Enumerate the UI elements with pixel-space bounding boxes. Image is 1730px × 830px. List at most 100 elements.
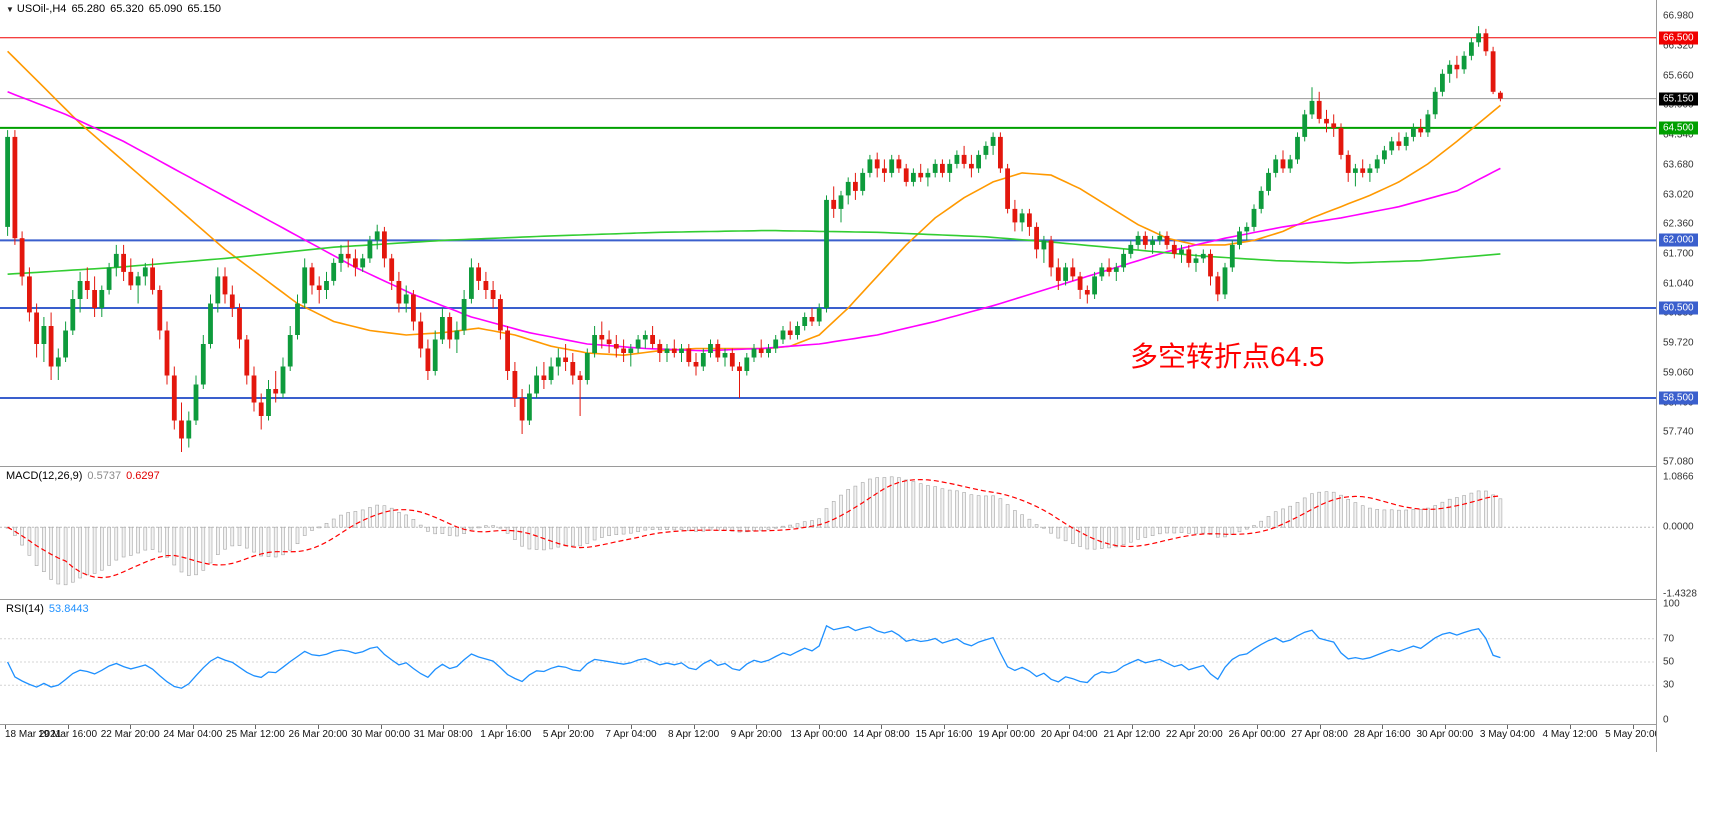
macd-name: MACD(12,26,9) — [6, 470, 83, 482]
ma-magenta — [7, 91, 1501, 352]
panel-separator[interactable] — [0, 599, 1656, 600]
date-label: 5 May 20:00 — [1605, 729, 1661, 740]
macd-tick-label: 0.0000 — [1663, 521, 1694, 533]
date-label: 7 Apr 04:00 — [605, 729, 657, 740]
annotation-text: 多空转折点64.5 — [1130, 341, 1325, 372]
date-tick — [443, 725, 445, 729]
macd-panel[interactable]: MACD(12,26,9) 0.5737 0.6297 — [0, 467, 1656, 599]
rsi-line — [7, 624, 1501, 689]
macd-signal-line — [7, 478, 1501, 579]
ma-green — [7, 229, 1501, 275]
date-tick — [1632, 725, 1634, 729]
date-tick — [192, 725, 194, 729]
price-tick-label: 66.980 — [1663, 10, 1694, 22]
date-tick — [756, 725, 758, 729]
price-tick-label: 57.080 — [1663, 456, 1694, 468]
price-tick-label: 64.340 — [1663, 129, 1694, 141]
date-tick — [318, 725, 319, 729]
price-tick-label: 61.700 — [1663, 248, 1694, 260]
price-panel[interactable]: ▼ USOil-,H4 65.280 65.320 65.090 65.150 多空转折点… — [0, 0, 1656, 466]
ohlc-open: 65.280 — [71, 3, 106, 15]
rsi-tick-label: 30 — [1663, 679, 1675, 691]
date-label: 5 Apr 20:00 — [542, 729, 594, 740]
macd-label: MACD(12,26,9) 0.5737 0.6297 — [6, 470, 165, 482]
price-tick-label: 61.040 — [1663, 278, 1694, 290]
current-price-badge: 65.150 — [1659, 92, 1698, 106]
rsi-chart-canvas — [0, 624, 1656, 689]
date-label: 8 Apr 12:00 — [668, 729, 720, 740]
panel-separator[interactable] — [0, 466, 1656, 467]
date-tick — [1444, 725, 1446, 729]
date-label: 15 Apr 16:00 — [915, 729, 973, 740]
price-tick-label: 57.740 — [1663, 426, 1694, 438]
macd-tick-label: -1.4328 — [1663, 588, 1697, 600]
rsi-tick-label: 0 — [1663, 714, 1669, 726]
date-label: 30 Apr 00:00 — [1416, 729, 1474, 740]
date-tick — [1382, 725, 1384, 729]
level-price-badge: 60.500 — [1659, 301, 1698, 315]
rsi-panel[interactable]: RSI(14) 53.8443 — [0, 600, 1656, 724]
ohlc-low: 65.090 — [148, 3, 183, 15]
price-tick-label: 59.060 — [1663, 367, 1694, 379]
level-price-badge: 62.000 — [1659, 233, 1698, 247]
macd-tick-label: 1.0866 — [1663, 471, 1694, 483]
date-label: 22 Mar 20:00 — [100, 729, 160, 740]
date-label: 14 Apr 08:00 — [853, 729, 910, 740]
price-tick-label: 66.320 — [1663, 40, 1694, 52]
date-label: 9 Apr 20:00 — [730, 729, 782, 740]
date-tick — [818, 725, 820, 729]
date-tick — [631, 725, 632, 729]
dropdown-arrow-icon[interactable]: ▼ — [6, 5, 14, 14]
rsi-label: RSI(14) 53.8443 — [6, 603, 94, 615]
date-tick — [380, 725, 382, 729]
date-label: 13 Apr 00:00 — [790, 729, 848, 740]
macd-histogram — [5, 476, 1503, 586]
date-tick — [1194, 725, 1196, 729]
date-tick — [1069, 725, 1071, 729]
price-tick-label: 65.660 — [1663, 70, 1694, 82]
chart-title: ▼ USOil-,H4 65.280 65.320 65.090 65.150 — [6, 3, 226, 15]
date-label: 20 Apr 04:00 — [1040, 729, 1098, 740]
ohlc-high: 65.320 — [110, 3, 144, 15]
ma-orange — [7, 50, 1501, 357]
date-tick — [130, 725, 132, 729]
rsi-name: RSI(14) — [6, 603, 44, 615]
price-axis[interactable]: 66.980 66.320 65.660 65.000 64.340 63.680 63.0… — [1656, 0, 1730, 752]
rsi-tick-label: 100 — [1663, 598, 1680, 610]
time-axis[interactable]: 18 Mar 2021 19 Mar 16:00 22 Mar 20:00 24 Ma… — [0, 724, 1730, 755]
date-tick — [1131, 725, 1133, 729]
date-label: 1 Apr 16:00 — [480, 729, 532, 740]
date-label: 24 Mar 04:00 — [163, 729, 223, 740]
level-price-badge: 66.500 — [1659, 31, 1698, 45]
price-tick-label: 65.000 — [1663, 99, 1694, 111]
rsi-tick-label: 70 — [1663, 633, 1675, 645]
date-tick — [881, 725, 883, 729]
date-tick — [1319, 725, 1321, 729]
date-tick — [944, 725, 945, 729]
level-price-badge: 64.500 — [1659, 121, 1698, 135]
level-price-badge: 58.500 — [1659, 391, 1698, 405]
date-tick — [693, 725, 695, 729]
date-label: 26 Mar 20:00 — [288, 729, 348, 740]
date-label: 3 May 04:00 — [1479, 729, 1535, 740]
date-tick — [505, 725, 507, 729]
date-tick — [5, 725, 6, 729]
date-label: 31 Mar 08:00 — [413, 729, 473, 740]
date-label: 30 Mar 00:00 — [351, 729, 411, 740]
price-tick-label: 63.020 — [1663, 189, 1694, 200]
date-tick — [67, 725, 69, 729]
price-tick-label: 63.680 — [1663, 159, 1694, 171]
date-label: 27 Apr 08:00 — [1291, 729, 1348, 740]
symbol-label: USOil-,H4 — [16, 3, 67, 15]
date-label: 18 Mar 2021 — [5, 729, 62, 740]
date-label: 25 Mar 12:00 — [225, 729, 285, 740]
date-label: 19 Mar 16:00 — [38, 729, 98, 740]
date-label: 21 Apr 12:00 — [1103, 729, 1161, 740]
date-label: 4 May 12:00 — [1542, 729, 1598, 740]
price-tick-label: 59.720 — [1663, 337, 1694, 349]
date-tick — [1006, 725, 1008, 729]
macd-main-value: 0.5737 — [87, 470, 122, 482]
date-label: 26 Apr 00:00 — [1228, 729, 1286, 740]
rsi-tick-label: 50 — [1663, 656, 1675, 668]
